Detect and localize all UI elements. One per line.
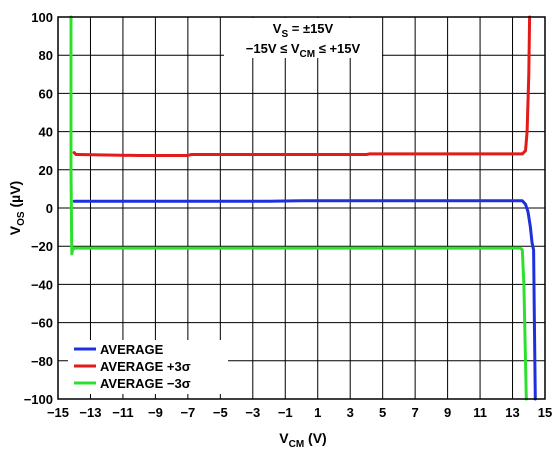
x-tick-label: −15 [47,405,69,420]
legend-label-average-plus-3sigma: AVERAGE +3σ [100,359,191,374]
y-tick-label: −80 [31,354,53,369]
x-axis-title: VCM (V) [279,430,326,450]
x-tick-label: 13 [505,405,519,420]
plot-frame [57,16,546,400]
grid [58,17,545,399]
y-axis-title: VOS (µV) [7,181,27,235]
annotation-vs-rest: = ±15V [288,21,333,36]
x-tick-label: −1 [278,405,293,420]
y-tick-label: −100 [24,392,53,407]
y-tick-label: 80 [39,48,53,63]
x-tick-label: 5 [379,405,386,420]
annotation-vs-sub: S [281,29,288,40]
x-tick-label: −5 [213,405,228,420]
x-tick-label: 7 [412,405,419,420]
x-tick-label: 1 [314,405,321,420]
legend-label-average-minus-3sigma: AVERAGE −3σ [100,376,191,391]
x-tick-label: −9 [148,405,163,420]
annotation-vcm-pre: −15V ≤ V [246,41,300,56]
annotation-vs-main: V [273,21,282,36]
x-tick-label: −7 [180,405,195,420]
x-tick-label: 11 [473,405,487,420]
x-tick-label: −3 [245,405,260,420]
annotation-line-1: VS = ±15V [273,21,334,40]
annotation-vcm-sub: CM [300,49,316,60]
x-tick-label: 3 [347,405,354,420]
series-line-1 [72,15,532,157]
series-line-2 [69,15,528,401]
y-tick-label: 100 [31,10,53,25]
x-tick-label: −13 [79,405,101,420]
x-axis-title-sub: CM [289,439,305,450]
y-tick-labels: 100 80 60 40 20 0 −20 −40 −60 −80 −100 [24,10,53,407]
legend-label-average: AVERAGE [100,342,164,357]
y-axis-title-unit: (µV) [7,181,23,212]
y-tick-label: 60 [39,86,53,101]
legend: AVERAGE AVERAGE +3σ AVERAGE −3σ [68,340,228,394]
x-axis-title-main: V [279,430,289,446]
y-tick-label: −40 [31,277,53,292]
x-tick-label: 15 [538,405,552,420]
series-line-0 [72,199,537,401]
y-axis-title-main: V [7,225,23,235]
x-tick-label: 9 [444,405,451,420]
annotation-vcm-post: ≤ +15V [315,41,360,56]
y-tick-label: −20 [31,239,53,254]
conditions-annotation: VS = ±15V −15V ≤ VCM ≤ +15V [224,18,382,60]
x-tick-labels: −15 −13 −11 −9 −7 −5 −3 −1 1 3 5 7 9 11 13 15 [47,405,552,420]
data-series [69,15,537,401]
y-axis-title-sub: OS [16,211,27,226]
x-tick-label: −11 [112,405,133,420]
annotation-background [224,18,382,58]
y-tick-label: 0 [46,201,53,216]
x-axis-title-unit: (V) [304,430,327,446]
y-tick-label: 40 [39,125,53,140]
annotation-line-2: −15V ≤ VCM ≤ +15V [246,41,361,60]
y-tick-label: 20 [39,163,53,178]
y-tick-label: −60 [31,316,53,331]
plot-border [57,16,546,400]
